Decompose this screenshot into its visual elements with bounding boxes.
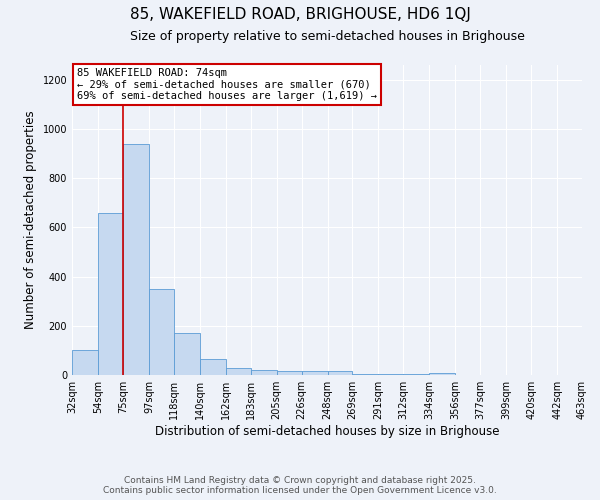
Bar — [430, 372, 455, 375]
Bar — [352, 374, 379, 375]
Bar — [403, 374, 430, 375]
Text: Contains HM Land Registry data © Crown copyright and database right 2025.
Contai: Contains HM Land Registry data © Crown c… — [103, 476, 497, 495]
Bar — [123, 144, 149, 375]
Y-axis label: Number of semi-detached properties: Number of semi-detached properties — [24, 110, 37, 330]
Bar — [302, 372, 328, 375]
Bar — [226, 368, 251, 375]
Text: 85 WAKEFIELD ROAD: 74sqm
← 29% of semi-detached houses are smaller (670)
69% of : 85 WAKEFIELD ROAD: 74sqm ← 29% of semi-d… — [77, 68, 377, 102]
Bar — [200, 359, 226, 375]
Bar — [149, 289, 174, 375]
Bar — [98, 212, 123, 375]
Bar — [379, 374, 403, 375]
Bar — [174, 333, 200, 375]
Bar — [251, 370, 277, 375]
Bar — [328, 372, 352, 375]
Bar — [277, 372, 302, 375]
Bar — [72, 350, 98, 375]
X-axis label: Distribution of semi-detached houses by size in Brighouse: Distribution of semi-detached houses by … — [155, 425, 499, 438]
Text: 85, WAKEFIELD ROAD, BRIGHOUSE, HD6 1QJ: 85, WAKEFIELD ROAD, BRIGHOUSE, HD6 1QJ — [130, 8, 470, 22]
Title: Size of property relative to semi-detached houses in Brighouse: Size of property relative to semi-detach… — [130, 30, 524, 43]
